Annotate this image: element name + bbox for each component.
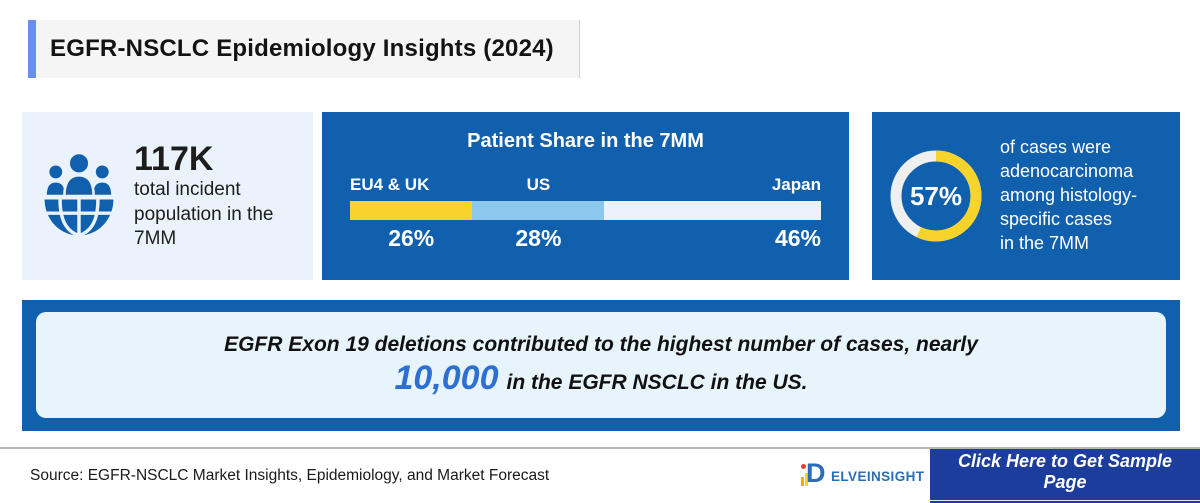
category-label-japan: Japan bbox=[771, 175, 821, 194]
title-accent-bar bbox=[28, 20, 36, 78]
footer-divider bbox=[0, 447, 1200, 449]
logo-letter-d: D bbox=[806, 458, 826, 488]
delveinsight-logo: D ELVEINSIGHT bbox=[800, 449, 924, 503]
population-globe-icon bbox=[42, 151, 116, 238]
bar-segment-us bbox=[472, 201, 605, 220]
category-label-us: US bbox=[526, 175, 551, 194]
key-insight-banner: EGFR Exon 19 deletions contributed to th… bbox=[22, 300, 1180, 431]
value-label-us: 28% bbox=[515, 225, 562, 251]
page-title: EGFR-NSCLC Epidemiology Insights (2024) bbox=[50, 35, 554, 62]
bar-value-labels: 26% 28% 46% bbox=[350, 225, 821, 252]
insight-line1: EGFR Exon 19 deletions contributed to th… bbox=[224, 332, 978, 356]
incident-population-card: 117K total incident population in the 7M… bbox=[22, 112, 313, 280]
incident-population-value: 117K bbox=[134, 139, 214, 178]
get-sample-page-label: Click Here to Get Sample Page bbox=[930, 451, 1200, 501]
value-label-eu4uk: 26% bbox=[388, 225, 435, 251]
insight-line2-text: in the EGFR NSCLC in the US. bbox=[506, 370, 808, 394]
incident-population-description: total incident population in the 7MM bbox=[134, 179, 274, 249]
adenocarcinoma-card: 57% of cases were adenocarcinoma among h… bbox=[872, 112, 1180, 280]
key-insight-panel: EGFR Exon 19 deletions contributed to th… bbox=[36, 312, 1166, 418]
adenocarcinoma-description: of cases were adenocarcinoma among histo… bbox=[1000, 137, 1138, 253]
insight-line2: 10,000 in the EGFR NSCLC in the US. bbox=[394, 359, 807, 398]
logo-bar-orange bbox=[801, 477, 804, 486]
page-title-block: EGFR-NSCLC Epidemiology Insights (2024) bbox=[28, 20, 580, 78]
logo-red-dot bbox=[801, 464, 806, 469]
delveinsight-logo-icon: D bbox=[800, 458, 830, 491]
bar-segment-eu4uk bbox=[350, 201, 473, 220]
patient-share-card: Patient Share in the 7MM EU4 & UK US Jap… bbox=[322, 112, 849, 280]
donut-chart: 57% bbox=[888, 148, 984, 244]
patient-share-title: Patient Share in the 7MM bbox=[467, 130, 704, 152]
donut-ring-icon bbox=[890, 150, 982, 242]
donut-arc bbox=[890, 150, 982, 242]
logo-wordmark: ELVEINSIGHT bbox=[831, 468, 925, 484]
logo-bar-yellow bbox=[805, 473, 808, 486]
incident-population-textblock: 117K total incident population in the 7M… bbox=[134, 139, 299, 251]
stacked-bar bbox=[350, 201, 821, 220]
donut-percent: 57% bbox=[909, 180, 963, 211]
value-label-japan: 46% bbox=[774, 225, 821, 251]
source-text: Source: EGFR-NSCLC Market Insights, Epid… bbox=[30, 467, 550, 484]
insight-highlight-number: 10,000 bbox=[394, 358, 499, 397]
bar-segment-japan bbox=[604, 201, 821, 220]
category-label-eu4uk: EU4 & UK bbox=[350, 175, 430, 194]
get-sample-page-button[interactable]: Click Here to Get Sample Page bbox=[930, 449, 1200, 503]
bar-category-labels: EU4 & UK US Japan bbox=[350, 175, 821, 195]
